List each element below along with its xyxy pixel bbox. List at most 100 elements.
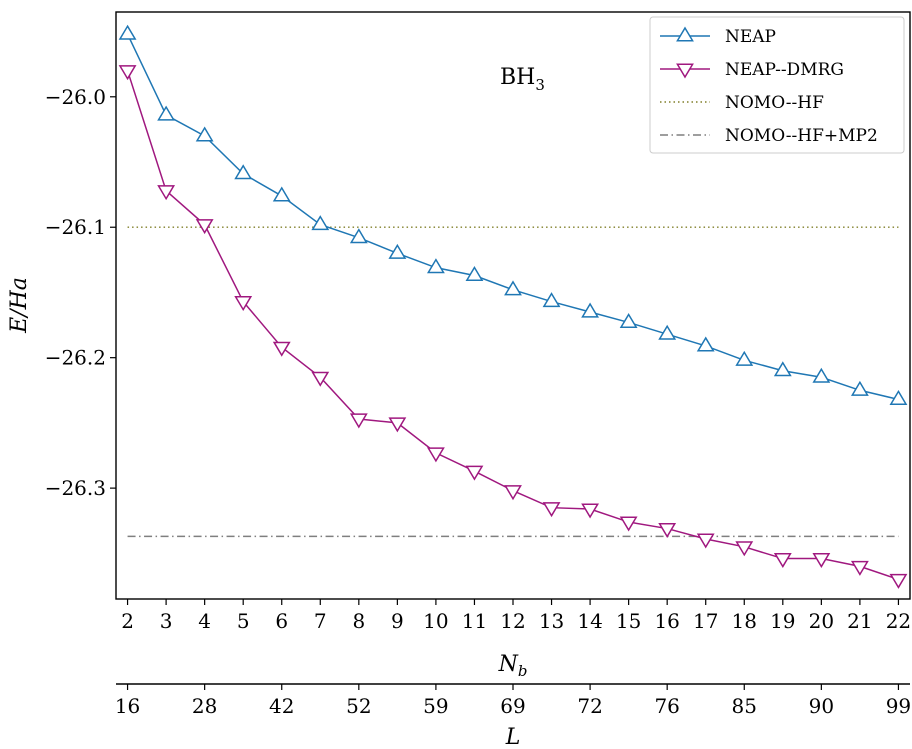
series-1-point-15 xyxy=(696,533,715,549)
x-tick-label-0: 2 xyxy=(121,609,134,633)
x-axis-title-sub: b xyxy=(518,662,528,680)
secondary-x-axis-ticks: 16 28 42 52 59 69 72 76 85 90 99 xyxy=(115,684,911,718)
molecule-label: BH3 xyxy=(500,65,545,94)
x2-tick-label-9: 90 xyxy=(809,694,834,718)
series-0-point-13 xyxy=(619,312,638,329)
series-1-point-20 xyxy=(889,573,908,589)
series-1-point-7 xyxy=(388,417,407,433)
series-0-point-0 xyxy=(118,24,137,40)
x-tick-label-18: 20 xyxy=(809,609,834,633)
series-1-point-14 xyxy=(658,523,677,539)
series-0-point-7 xyxy=(388,243,407,259)
legend-marker-1 xyxy=(676,63,694,79)
legend-label-3: NOMO--HF+MP2 xyxy=(725,126,878,146)
legend-label-2: NOMO--HF xyxy=(725,93,824,113)
x-tick-label-10: 12 xyxy=(500,609,525,633)
x-axis-title-base: N xyxy=(498,652,519,677)
x2-tick-label-7: 76 xyxy=(654,694,679,718)
secondary-x-axis-title: L xyxy=(505,725,521,749)
x-tick-label-5: 7 xyxy=(314,609,327,633)
legend-label-0: NEAP xyxy=(725,27,776,47)
x-tick-label-7: 9 xyxy=(391,609,404,633)
y-tick-label-1: −26.1 xyxy=(45,215,106,239)
series-0-point-14 xyxy=(658,324,677,340)
legend-marker-0 xyxy=(676,26,694,42)
molecule-label-sub: 3 xyxy=(535,76,545,94)
series-1-point-2 xyxy=(195,219,214,235)
x-tick-label-1: 3 xyxy=(160,609,173,633)
x-tick-label-17: 19 xyxy=(770,609,795,633)
x2-tick-label-10: 99 xyxy=(886,694,911,718)
series-1-point-3 xyxy=(234,296,253,312)
x-tick-label-11: 13 xyxy=(539,609,564,633)
series-1-point-16 xyxy=(735,541,754,557)
series-1-point-13 xyxy=(619,516,638,532)
series-0-point-6 xyxy=(349,228,368,244)
series-0-point-17 xyxy=(773,361,792,377)
x-tick-label-6: 8 xyxy=(352,609,365,633)
series-1-point-1 xyxy=(157,185,176,201)
x-tick-label-9: 11 xyxy=(462,609,487,633)
x-axis-title: Nb xyxy=(498,652,528,680)
x2-tick-label-2: 42 xyxy=(269,694,294,718)
legend-label-1: NEAP--DMRG xyxy=(725,60,844,80)
x-axis-ticks: 2 3 4 5 6 7 8 9 10 11 12 13 14 15 16 17 18 19 20 21 22 xyxy=(121,599,911,633)
y-tick-label-3: −26.3 xyxy=(45,476,106,500)
series-1-point-11 xyxy=(542,502,561,518)
series-1-point-9 xyxy=(465,465,484,481)
x-tick-label-15: 17 xyxy=(693,609,718,633)
x-tick-label-19: 21 xyxy=(847,609,872,633)
series-1-point-10 xyxy=(504,485,522,501)
series-0-point-5 xyxy=(311,215,330,231)
x-tick-label-20: 22 xyxy=(886,609,911,633)
x2-tick-label-8: 85 xyxy=(732,694,757,718)
series-markers xyxy=(118,24,908,589)
series-0-point-20 xyxy=(889,389,908,405)
x-tick-label-12: 14 xyxy=(577,609,602,633)
series-0-point-1 xyxy=(157,105,176,121)
series-0-point-11 xyxy=(542,292,561,308)
legend-box xyxy=(649,16,905,154)
series-0-point-4 xyxy=(272,186,291,202)
reference-lines xyxy=(127,226,899,538)
x2-tick-label-6: 72 xyxy=(577,694,602,718)
y-tick-label-0: −26.0 xyxy=(45,85,106,109)
legend: NEAP NEAP--DMRG NOMO--HF NOMO--HF+MP2 xyxy=(649,16,905,154)
x2-tick-label-4: 59 xyxy=(423,694,448,718)
series-0-point-10 xyxy=(504,280,522,296)
x2-tick-label-5: 69 xyxy=(500,694,525,718)
series-1-point-5 xyxy=(311,371,330,387)
series-1-point-19 xyxy=(850,560,869,576)
x-tick-label-8: 10 xyxy=(423,609,448,633)
series-0-point-18 xyxy=(812,367,831,383)
series-0-point-12 xyxy=(581,302,600,318)
series-0-point-16 xyxy=(735,350,754,366)
series-0-point-9 xyxy=(465,266,484,282)
series-1-point-6 xyxy=(349,413,368,429)
y-axis-title: E/Ha xyxy=(7,277,32,334)
series-1-point-17 xyxy=(773,553,792,569)
series-1-point-4 xyxy=(272,341,291,357)
x-tick-label-3: 5 xyxy=(237,609,250,633)
x-tick-label-14: 16 xyxy=(654,609,679,633)
x2-tick-label-3: 52 xyxy=(346,694,371,718)
x2-tick-label-1: 28 xyxy=(192,694,217,718)
series-0-point-3 xyxy=(234,164,253,180)
series-0-point-15 xyxy=(696,336,715,352)
molecule-label-base: BH xyxy=(500,65,535,90)
series-1-point-8 xyxy=(426,447,445,463)
series-0-point-8 xyxy=(426,258,445,274)
x-tick-label-4: 6 xyxy=(275,609,288,633)
x2-tick-label-0: 16 xyxy=(115,694,140,718)
y-axis-ticks: −26.0 −26.1 −26.2 −26.3 xyxy=(45,85,116,500)
series-0-point-19 xyxy=(850,380,869,396)
series-1-point-0 xyxy=(118,65,137,81)
y-tick-label-2: −26.2 xyxy=(45,346,106,370)
series-0-point-2 xyxy=(195,126,214,142)
x-tick-label-13: 15 xyxy=(616,609,641,633)
x-tick-label-16: 18 xyxy=(732,609,757,633)
series-1-point-12 xyxy=(581,503,600,519)
x-tick-label-2: 4 xyxy=(198,609,211,633)
series-1-point-18 xyxy=(812,553,831,569)
